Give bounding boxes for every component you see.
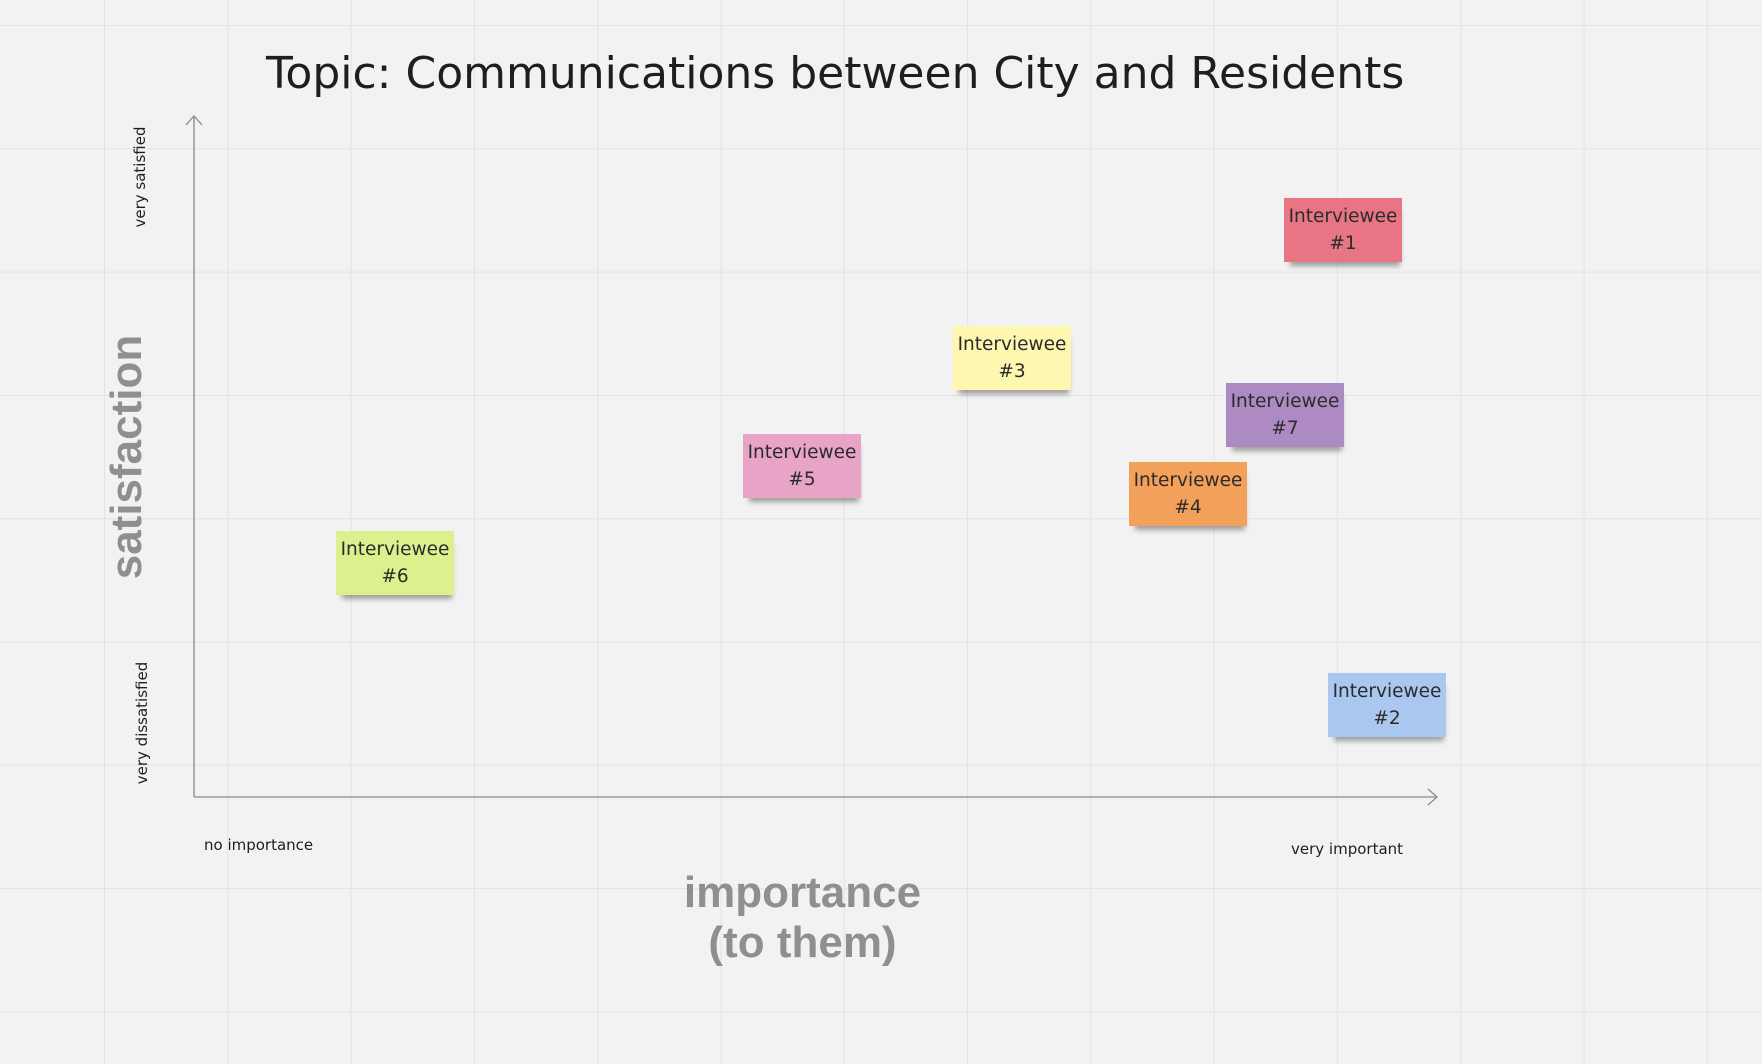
x-axis-title-line2: (to them) (708, 918, 897, 967)
sticky-note-line2: #7 (1271, 418, 1299, 439)
sticky-note-text: Interviewee #2 (1333, 678, 1442, 732)
x-axis-arrowhead (1427, 788, 1438, 806)
y-axis-high-label: very satisfied (131, 126, 149, 228)
sticky-note-line2: #1 (1329, 233, 1357, 254)
sticky-note-line1: Interviewee (1133, 470, 1243, 491)
sticky-note-line1: Interviewee (1230, 391, 1340, 412)
board-title: Topic: Communications between City and R… (266, 48, 1405, 99)
sticky-note-interviewee-1[interactable]: Interviewee #1 (1284, 198, 1402, 262)
sticky-note-interviewee-6[interactable]: Interviewee #6 (336, 531, 454, 595)
sticky-note-interviewee-5[interactable]: Interviewee #5 (743, 434, 861, 498)
sticky-note-line2: #6 (381, 566, 409, 587)
sticky-note-text: Interviewee #4 (1134, 467, 1243, 521)
sticky-note-line1: Interviewee (957, 334, 1067, 355)
sticky-note-interviewee-7[interactable]: Interviewee #7 (1226, 383, 1344, 447)
sticky-note-text: Interviewee #3 (958, 331, 1067, 385)
x-axis-title: importance (to them) (600, 868, 1005, 968)
y-axis-arrowhead (185, 115, 203, 126)
sticky-note-line2: #5 (788, 469, 816, 490)
x-axis-low-label: no importance (204, 836, 314, 854)
sticky-note-line1: Interviewee (1288, 206, 1398, 227)
sticky-note-line2: #4 (1174, 497, 1202, 518)
sticky-note-line1: Interviewee (1332, 681, 1442, 702)
sticky-note-line1: Interviewee (747, 442, 857, 463)
sticky-note-interviewee-2[interactable]: Interviewee #2 (1328, 673, 1446, 737)
sticky-note-line2: #3 (998, 361, 1026, 382)
sticky-note-text: Interviewee #7 (1231, 388, 1340, 442)
sticky-note-interviewee-3[interactable]: Interviewee #3 (953, 326, 1071, 390)
y-axis-title: satisfaction (102, 334, 151, 580)
y-axis-low-label: very dissatisfied (133, 661, 151, 785)
sticky-note-line2: #2 (1373, 708, 1401, 729)
sticky-note-text: Interviewee #1 (1289, 203, 1398, 257)
x-axis-high-label: very important (1291, 840, 1404, 858)
sticky-note-text: Interviewee #5 (748, 439, 857, 493)
sticky-note-text: Interviewee #6 (341, 536, 450, 590)
sticky-note-interviewee-4[interactable]: Interviewee #4 (1129, 462, 1247, 526)
sticky-note-line1: Interviewee (340, 539, 450, 560)
x-axis-title-line1: importance (683, 868, 922, 917)
